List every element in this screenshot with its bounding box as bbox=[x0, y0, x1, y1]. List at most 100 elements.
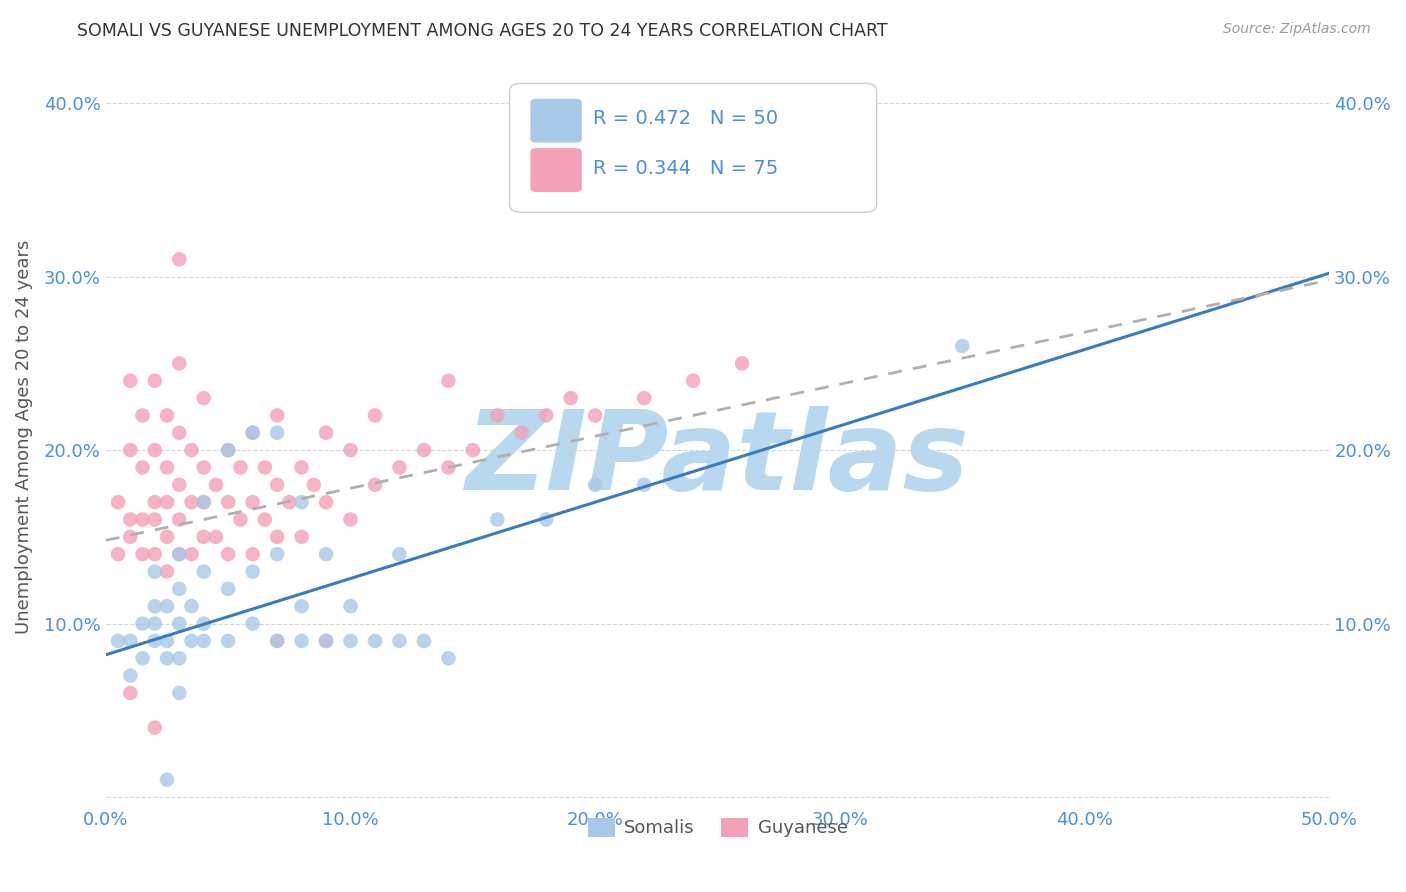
Point bbox=[156, 599, 179, 614]
Point bbox=[339, 634, 361, 648]
Point bbox=[167, 651, 190, 665]
Point bbox=[413, 634, 436, 648]
Point bbox=[315, 425, 337, 440]
Point bbox=[242, 547, 264, 561]
Point bbox=[536, 409, 558, 423]
Text: SOMALI VS GUYANESE UNEMPLOYMENT AMONG AGES 20 TO 24 YEARS CORRELATION CHART: SOMALI VS GUYANESE UNEMPLOYMENT AMONG AG… bbox=[77, 22, 889, 40]
Point bbox=[156, 460, 179, 475]
Point bbox=[437, 651, 460, 665]
Point bbox=[266, 478, 288, 492]
Point bbox=[156, 409, 179, 423]
Point bbox=[180, 495, 202, 509]
Point bbox=[156, 651, 179, 665]
Point bbox=[156, 495, 179, 509]
FancyBboxPatch shape bbox=[509, 83, 876, 212]
Point bbox=[143, 547, 166, 561]
Point bbox=[120, 443, 142, 458]
Point bbox=[143, 616, 166, 631]
Point bbox=[167, 547, 190, 561]
Point bbox=[167, 478, 190, 492]
Point bbox=[107, 547, 129, 561]
Point bbox=[180, 547, 202, 561]
Point bbox=[242, 565, 264, 579]
Point bbox=[167, 616, 190, 631]
Text: R = 0.344   N = 75: R = 0.344 N = 75 bbox=[593, 159, 778, 178]
Point bbox=[205, 530, 228, 544]
Point bbox=[266, 634, 288, 648]
Point bbox=[167, 356, 190, 370]
Point bbox=[278, 495, 301, 509]
Point bbox=[217, 495, 239, 509]
Point bbox=[560, 391, 582, 405]
Point bbox=[266, 547, 288, 561]
FancyBboxPatch shape bbox=[530, 99, 582, 143]
Point bbox=[180, 599, 202, 614]
Point bbox=[486, 512, 509, 526]
Point bbox=[229, 460, 252, 475]
Point bbox=[242, 495, 264, 509]
Point bbox=[583, 478, 606, 492]
Point bbox=[437, 460, 460, 475]
Point bbox=[107, 634, 129, 648]
Point bbox=[217, 443, 239, 458]
Point bbox=[461, 443, 484, 458]
FancyBboxPatch shape bbox=[530, 148, 582, 192]
Point bbox=[583, 409, 606, 423]
Point bbox=[131, 651, 153, 665]
Point bbox=[193, 460, 215, 475]
Point bbox=[266, 425, 288, 440]
Point bbox=[242, 616, 264, 631]
Point bbox=[131, 616, 153, 631]
Point bbox=[193, 565, 215, 579]
Point bbox=[143, 721, 166, 735]
Text: ZIPatlas: ZIPatlas bbox=[465, 406, 969, 513]
Point bbox=[156, 530, 179, 544]
Point bbox=[156, 565, 179, 579]
Point bbox=[315, 634, 337, 648]
Point bbox=[193, 391, 215, 405]
Point bbox=[217, 443, 239, 458]
Point bbox=[120, 686, 142, 700]
Point bbox=[131, 409, 153, 423]
Point bbox=[167, 686, 190, 700]
Point bbox=[242, 425, 264, 440]
Point bbox=[120, 634, 142, 648]
Point bbox=[167, 425, 190, 440]
Point bbox=[217, 582, 239, 596]
Point bbox=[143, 374, 166, 388]
Point bbox=[364, 634, 387, 648]
Point bbox=[339, 443, 361, 458]
Point bbox=[388, 634, 411, 648]
Point bbox=[413, 443, 436, 458]
Point bbox=[193, 495, 215, 509]
Point bbox=[120, 530, 142, 544]
Point bbox=[143, 565, 166, 579]
Point bbox=[131, 460, 153, 475]
Point bbox=[437, 374, 460, 388]
Point bbox=[388, 547, 411, 561]
Point bbox=[180, 634, 202, 648]
Point bbox=[633, 391, 655, 405]
Point bbox=[143, 443, 166, 458]
Point bbox=[291, 530, 314, 544]
Point bbox=[266, 530, 288, 544]
Point bbox=[253, 460, 276, 475]
Point bbox=[253, 512, 276, 526]
Point bbox=[131, 512, 153, 526]
Point bbox=[120, 668, 142, 682]
Point bbox=[682, 374, 704, 388]
Point bbox=[167, 252, 190, 267]
Point bbox=[339, 599, 361, 614]
Point bbox=[143, 512, 166, 526]
Point bbox=[291, 495, 314, 509]
Point bbox=[486, 409, 509, 423]
Point bbox=[143, 495, 166, 509]
Point bbox=[193, 530, 215, 544]
Point bbox=[131, 547, 153, 561]
Point bbox=[315, 495, 337, 509]
Point bbox=[302, 478, 325, 492]
Point bbox=[536, 512, 558, 526]
Point bbox=[633, 478, 655, 492]
Point bbox=[315, 634, 337, 648]
Point bbox=[364, 409, 387, 423]
